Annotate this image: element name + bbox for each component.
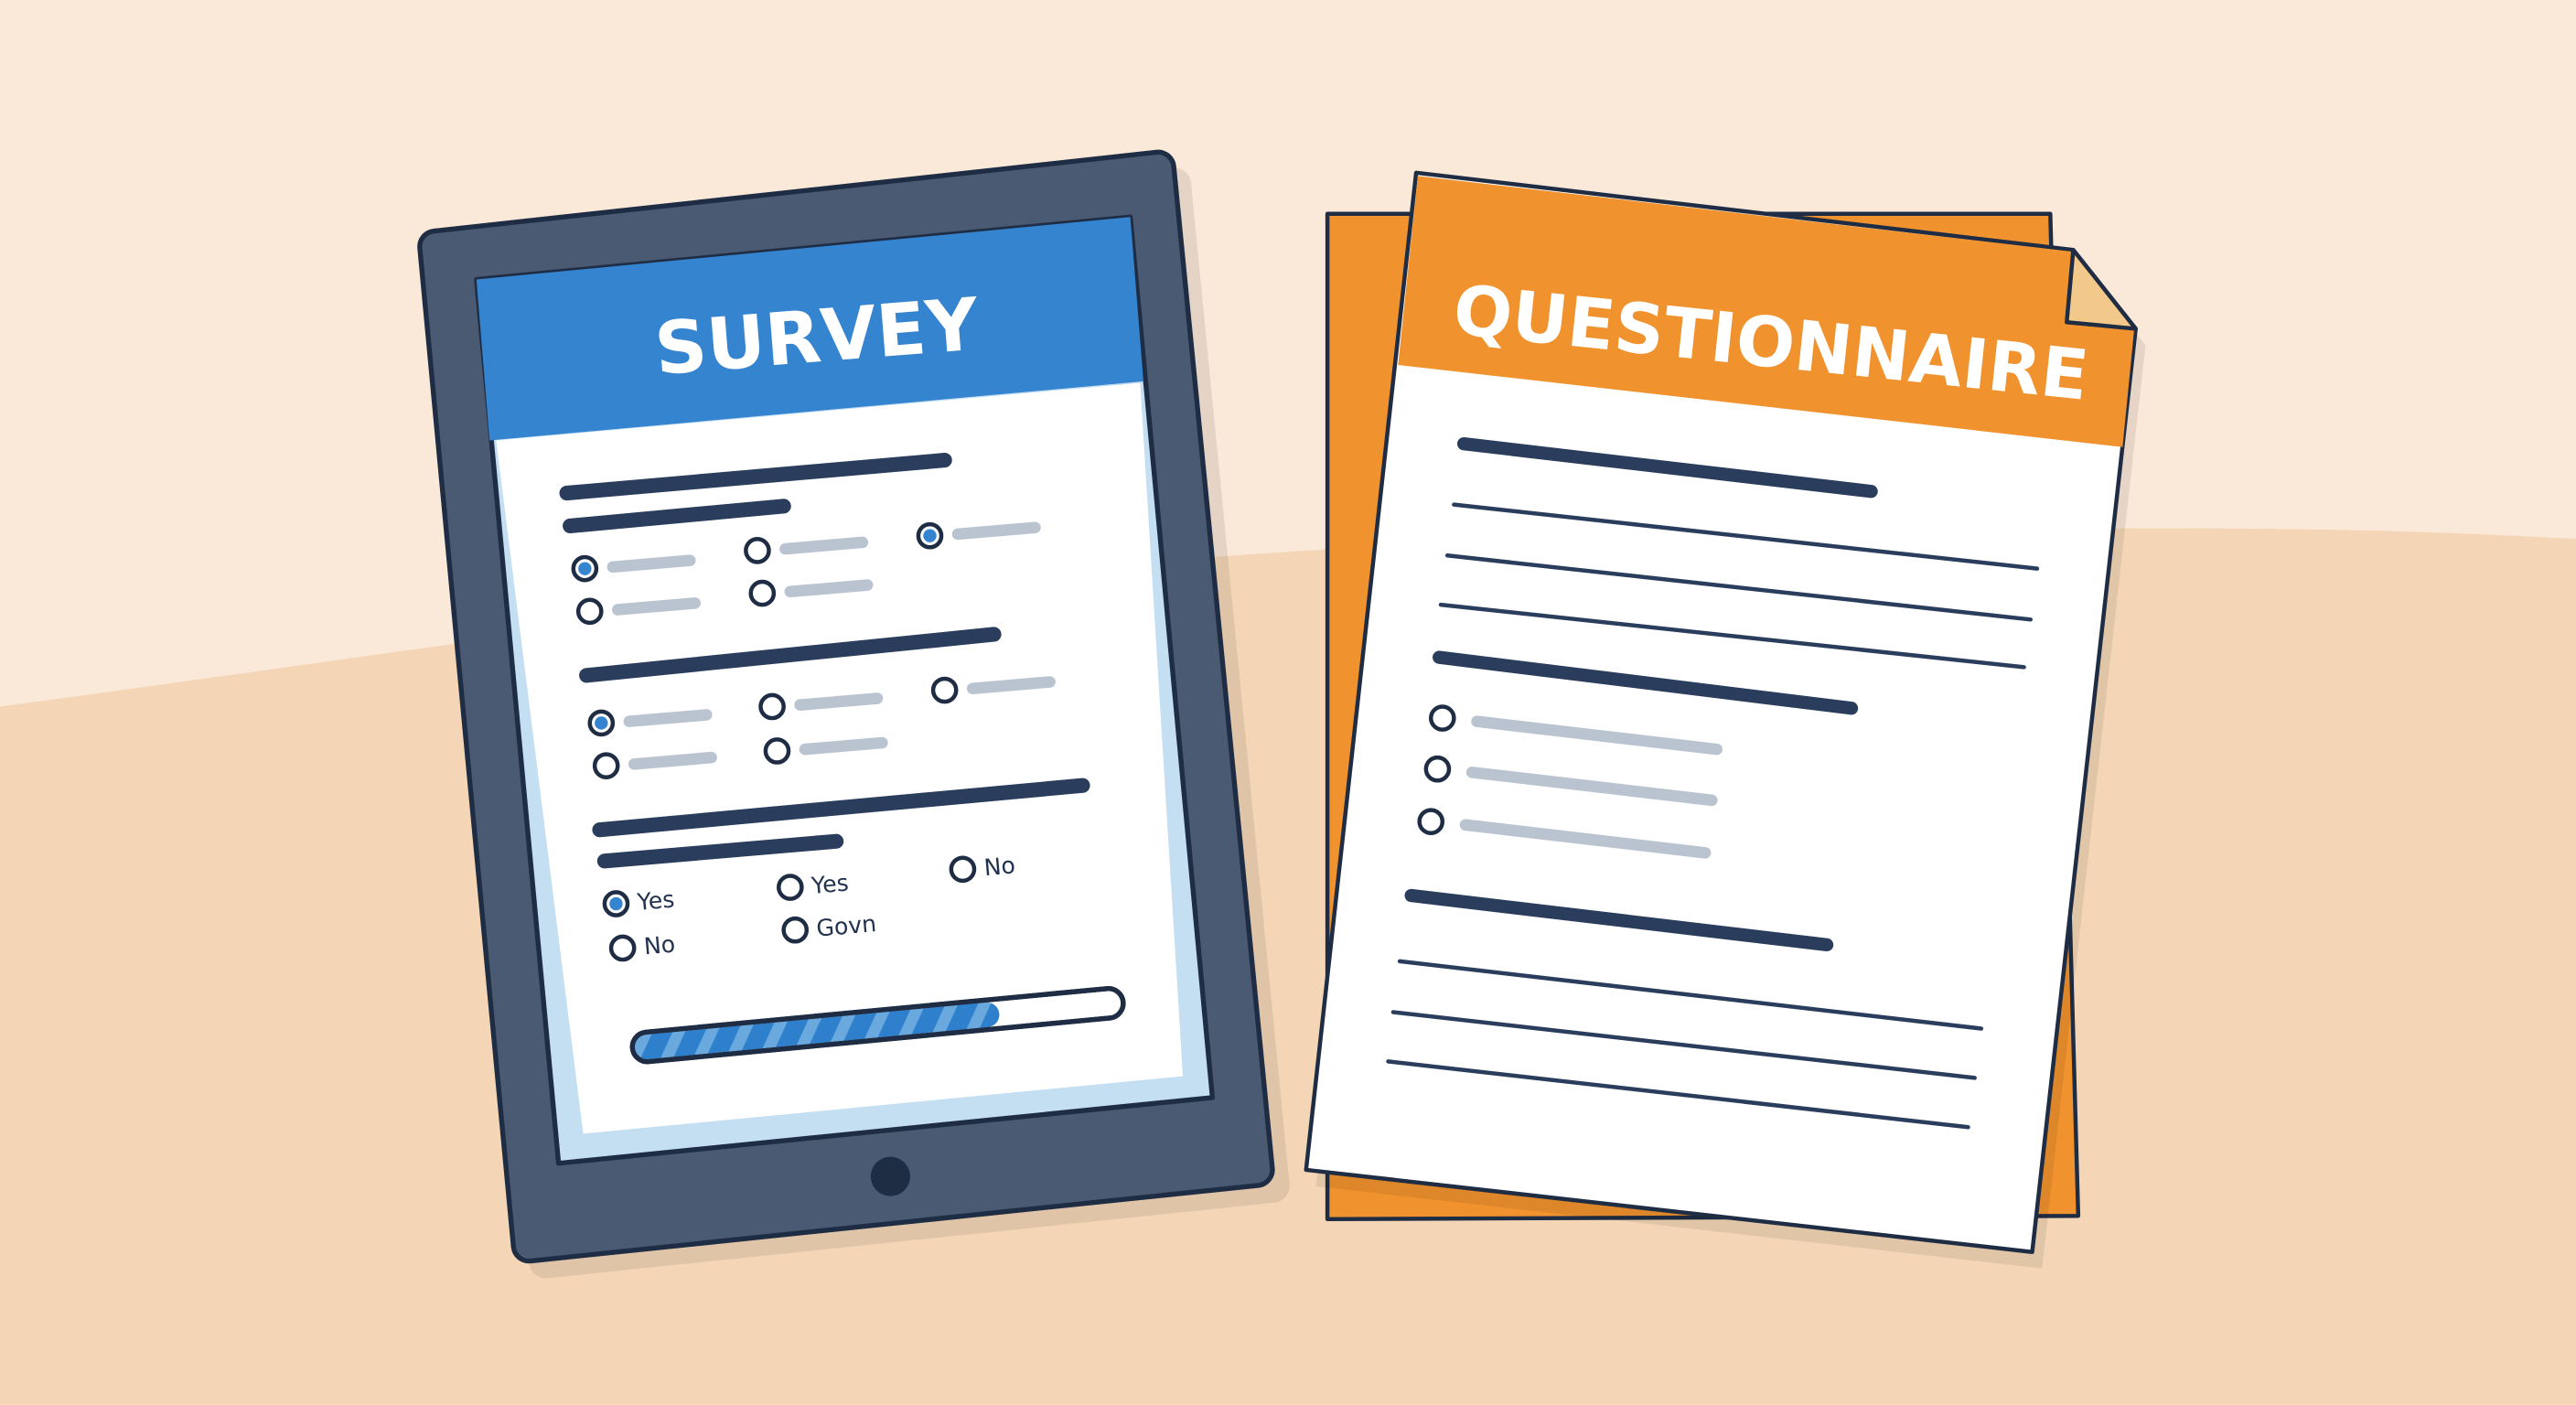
progress-fill	[635, 1002, 1000, 1059]
radio-button[interactable]	[1417, 808, 1445, 836]
radio-button[interactable]	[575, 597, 604, 626]
option-placeholder-line	[1465, 767, 1718, 807]
radio-button[interactable]	[608, 934, 637, 962]
radio-button[interactable]	[781, 916, 810, 944]
radio-button[interactable]	[930, 676, 959, 704]
radio-selected-dot	[595, 716, 608, 730]
option-placeholder-line	[623, 709, 713, 727]
question-line	[592, 778, 1090, 838]
radio-button[interactable]	[571, 554, 599, 583]
radio-button[interactable]	[587, 709, 616, 737]
answer-line	[1390, 1010, 1977, 1080]
questionnaire-header	[1398, 176, 2134, 447]
question-line	[1456, 436, 1878, 499]
radio-button[interactable]	[602, 890, 630, 917]
option-placeholder-line	[606, 554, 696, 574]
option-label: Yes	[636, 885, 676, 916]
question-line	[1433, 650, 1859, 715]
question-line	[1404, 888, 1834, 952]
radio-button[interactable]	[949, 855, 977, 884]
questionnaire: QUESTIONNAIRE	[1304, 170, 2146, 1269]
option-placeholder-line	[1471, 715, 1723, 756]
background-ground	[0, 528, 2576, 1405]
option-placeholder-line	[951, 521, 1041, 541]
answer-line	[1397, 959, 1984, 1031]
progress-bar	[629, 986, 1126, 1065]
answer-line	[1444, 553, 2033, 622]
option-placeholder-line	[611, 597, 701, 616]
option-placeholder-line	[1459, 819, 1712, 859]
survey-header	[476, 217, 1143, 441]
option-placeholder-line	[799, 736, 888, 756]
folded-corner	[2065, 247, 2138, 331]
option-label: Govn	[815, 910, 877, 942]
radio-selected-dot	[923, 529, 937, 542]
radio-button[interactable]	[748, 579, 777, 607]
radio-button[interactable]	[1423, 755, 1452, 783]
home-button[interactable]	[870, 1156, 910, 1196]
question-line	[563, 499, 791, 534]
answer-line	[1452, 502, 2040, 571]
radio-selected-dot	[578, 562, 592, 575]
option-placeholder-line	[966, 676, 1056, 695]
option-label: No	[643, 931, 677, 960]
radio-selected-dot	[609, 896, 623, 911]
question-line	[579, 627, 1002, 683]
radio-button[interactable]	[758, 692, 786, 721]
radio-button[interactable]	[763, 737, 791, 765]
option-label: No	[982, 852, 1016, 881]
radio-button[interactable]	[916, 521, 944, 550]
option-placeholder-line	[794, 692, 884, 711]
option-placeholder-line	[784, 579, 874, 598]
option-placeholder-line	[779, 536, 869, 555]
radio-button[interactable]	[777, 874, 804, 901]
answer-line	[1386, 1059, 1970, 1130]
front-sheet	[1304, 170, 2138, 1254]
radio-button[interactable]	[1429, 704, 1456, 732]
survey-content	[496, 382, 1184, 1134]
option-label: Yes	[810, 870, 850, 900]
radio-button[interactable]	[744, 537, 771, 564]
option-placeholder-line	[628, 751, 717, 770]
question-line	[559, 453, 952, 501]
radio-button[interactable]	[592, 752, 620, 779]
answer-line	[1438, 602, 2026, 670]
question-line	[596, 833, 844, 869]
